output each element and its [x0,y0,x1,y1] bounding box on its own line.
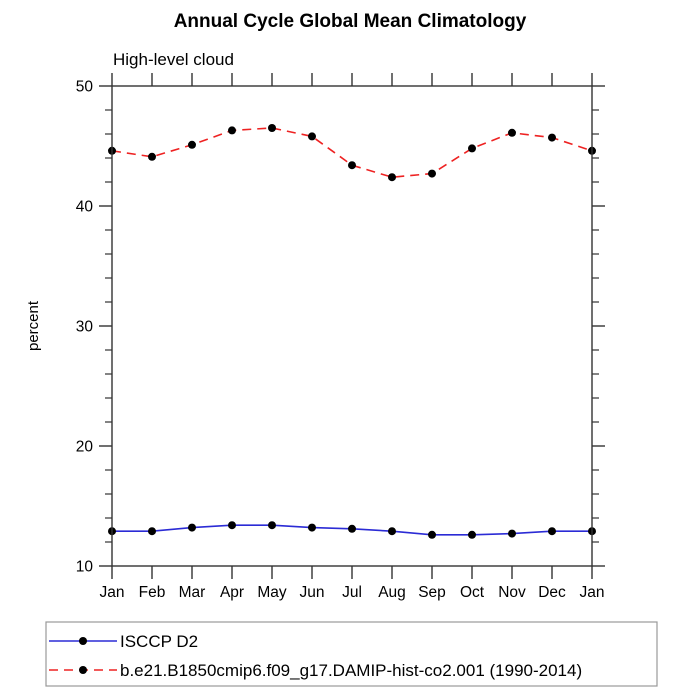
data-series [108,124,596,539]
data-point-marker [148,527,156,536]
legend-label-model: b.e21.B1850cmip6.f09_g17.DAMIP-hist-co2.… [120,661,582,680]
x-tick-label: Jul [342,584,362,601]
data-point-marker [548,527,556,536]
y-tick-label: 50 [76,79,94,96]
y-tick-label: 10 [76,559,94,576]
x-tick-label: Sep [418,584,446,601]
x-tick-label: Jan [100,584,125,601]
y-tick-label: 30 [76,319,94,336]
data-point-marker [468,144,476,153]
axes: 10 20 30 40 50 Jan Feb Mar Apr May Jun Jul Aug Sep Oct… [76,73,605,601]
data-point-marker [228,126,236,135]
legend-box [45,621,658,687]
series-line-dashed [111,127,593,179]
data-point-marker [348,161,356,170]
x-tick-label: Feb [139,584,166,601]
x-tick-label: May [257,584,287,601]
x-tick-label: Nov [498,584,526,601]
x-tick-label: Dec [538,584,566,601]
data-point-marker [388,527,396,536]
y-axis-label: percent [25,300,42,351]
data-point-marker [308,523,316,532]
data-point-marker [228,521,236,530]
data-point-marker [148,152,156,161]
legend-marker-dot [79,666,87,674]
data-point-marker [428,530,436,539]
legend: ISCCP D2 b.e21.B1850cmip6.f09_g17.DAMIP-… [45,621,658,687]
y-tick-label: 20 [76,439,94,456]
data-point-marker [508,529,516,538]
data-point-marker [548,133,556,142]
x-tick-label: Apr [220,584,244,601]
y-tick-label: 40 [76,199,94,216]
data-point-marker [428,169,436,178]
data-point-marker [348,524,356,533]
plot-frame [111,85,593,567]
chart-subtitle: High-level cloud [113,50,234,69]
legend-label-isccp: ISCCP D2 [120,632,198,651]
data-point-marker [268,521,276,530]
x-tick-label: Jan [580,584,605,601]
data-point-marker [188,140,196,149]
x-tick-label: Jun [300,584,325,601]
data-point-marker [308,132,316,141]
chart-title: Annual Cycle Global Mean Climatology [174,11,527,32]
x-tick-label: Aug [378,584,406,601]
x-tick-label: Oct [460,584,485,601]
data-point-marker [268,124,276,132]
data-point-marker [468,530,476,539]
legend-entry-model: b.e21.B1850cmip6.f09_g17.DAMIP-hist-co2.… [49,661,582,680]
data-point-marker [388,173,396,182]
x-tick-label: Mar [179,584,206,601]
legend-marker-dot [79,637,87,645]
legend-entry-isccp: ISCCP D2 [49,632,198,651]
data-point-marker [188,523,196,532]
data-point-marker [508,128,516,137]
